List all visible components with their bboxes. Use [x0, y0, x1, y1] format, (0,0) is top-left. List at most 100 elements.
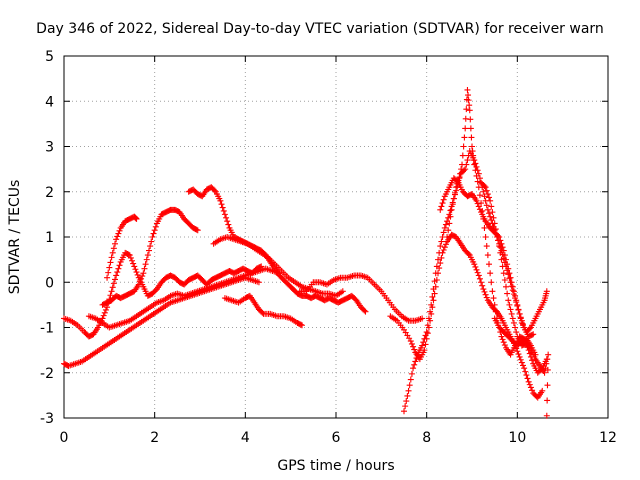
data-point	[114, 269, 121, 276]
data-point	[442, 241, 449, 248]
x-tick-labels: 0 2 4 6 8 10 12	[60, 430, 617, 446]
data-point	[406, 382, 413, 389]
series-arc-8	[221, 292, 305, 329]
data-point	[523, 372, 530, 379]
data-point	[476, 206, 483, 213]
data-point	[454, 178, 461, 185]
data-point	[499, 336, 506, 343]
data-point	[486, 210, 492, 217]
data-point	[474, 200, 481, 207]
data-point	[510, 319, 517, 326]
data-point	[475, 203, 482, 210]
data-point	[489, 209, 496, 216]
data-point	[465, 250, 472, 257]
data-point	[412, 358, 419, 365]
data-point	[491, 301, 498, 308]
data-point	[471, 157, 478, 164]
data-point	[438, 238, 445, 245]
x-tick-label: 0	[60, 430, 69, 446]
x-tick-label: 6	[332, 430, 341, 446]
data-point	[461, 134, 468, 141]
x-tick-label: 4	[241, 430, 250, 446]
series-arc-9	[296, 272, 426, 324]
data-point	[255, 279, 262, 286]
data-point	[504, 290, 511, 297]
data-point	[402, 403, 409, 410]
data-point	[361, 307, 368, 314]
data-point	[507, 306, 514, 313]
data-point	[476, 192, 483, 199]
data-point	[423, 329, 430, 336]
y-tick-label: 0	[45, 275, 54, 291]
data-point	[428, 301, 435, 308]
data-point	[504, 261, 511, 268]
data-point	[408, 340, 415, 347]
data-point	[493, 231, 500, 238]
data-point	[131, 263, 138, 270]
data-point	[459, 152, 466, 159]
data-point	[456, 174, 463, 181]
data-point	[115, 230, 122, 237]
data-point	[401, 408, 407, 415]
data-point	[496, 243, 503, 250]
data-point	[106, 264, 113, 271]
data-point	[126, 252, 133, 259]
data-point	[108, 254, 115, 261]
data-point	[481, 193, 488, 200]
data-point	[544, 382, 551, 389]
data-point	[472, 263, 479, 270]
data-point	[411, 346, 418, 353]
data-point	[501, 252, 508, 259]
data-point	[516, 353, 523, 360]
data-point	[463, 106, 470, 113]
data-point	[100, 312, 107, 319]
data-point	[144, 252, 151, 259]
data-point	[522, 368, 529, 375]
data-point	[465, 97, 472, 104]
data-point	[259, 309, 266, 316]
data-point	[515, 306, 522, 313]
data-point	[505, 297, 512, 304]
data-point	[467, 125, 474, 132]
data-point	[132, 266, 139, 273]
y-tick-label: -1	[40, 321, 54, 337]
data-point	[439, 200, 446, 207]
data-point	[438, 254, 445, 261]
y-tick-labels: -3 -2 -1 0 1 2 3 4 5	[40, 49, 54, 427]
data-point	[127, 254, 134, 261]
data-point	[464, 157, 471, 164]
data-point	[478, 200, 485, 207]
data-point	[484, 191, 491, 198]
data-point	[490, 214, 497, 221]
data-point	[151, 227, 158, 234]
axis-ticks	[63, 55, 609, 419]
data-point	[116, 227, 123, 234]
data-point	[482, 184, 489, 191]
data-point	[105, 269, 112, 276]
data-point	[510, 288, 517, 295]
data-point	[474, 178, 481, 185]
data-point	[545, 351, 552, 358]
data-point	[474, 167, 481, 174]
data-point	[505, 271, 512, 278]
data-point	[218, 201, 225, 208]
data-point	[467, 116, 474, 123]
data-point	[481, 183, 488, 190]
data-point	[452, 189, 458, 196]
data-point	[488, 203, 495, 210]
data-point	[431, 290, 438, 297]
data-point	[431, 278, 438, 285]
data-point	[466, 102, 473, 109]
series-arc-10	[387, 231, 546, 401]
data-point	[484, 206, 491, 213]
data-point	[462, 115, 469, 122]
data-point	[544, 356, 551, 363]
data-point	[132, 215, 139, 222]
data-point	[148, 238, 155, 245]
data-point	[506, 301, 513, 308]
data-point	[109, 284, 116, 291]
data-point	[463, 161, 470, 168]
data-point	[444, 234, 451, 240]
data-point	[500, 339, 507, 346]
